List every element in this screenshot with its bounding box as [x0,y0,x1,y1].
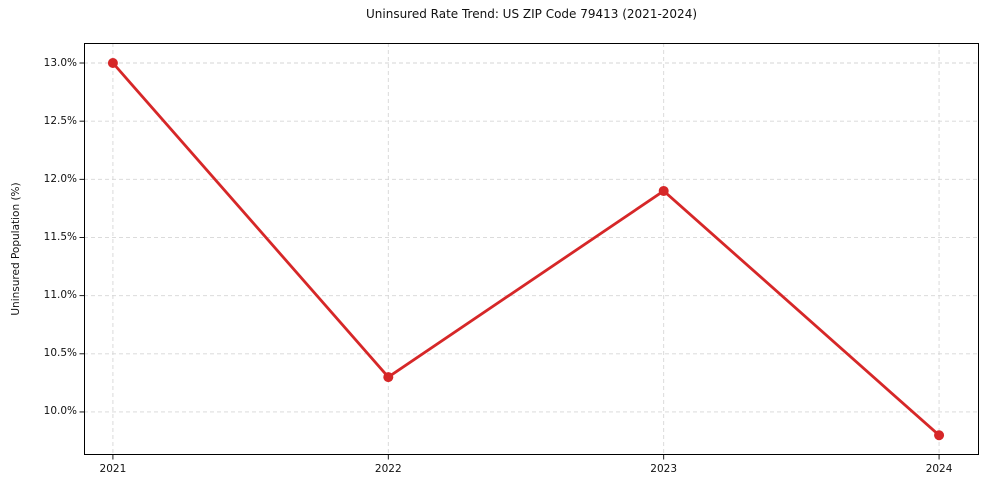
y-tick-label: 12.5% [43,114,77,127]
trend-line [111,61,941,437]
y-tick-label: 12.0% [43,172,77,185]
x-tick-label: 2024 [925,463,953,475]
x-tick-label: 2022 [374,463,402,475]
y-tick-label: 11.5% [43,230,77,243]
y-tick-label: 11.0% [43,289,77,302]
plot-area [79,43,979,460]
data-point-2023 [658,185,669,196]
plot-spines [84,43,979,455]
chart-title: Uninsured Rate Trend: US ZIP Code 79413 … [365,7,698,21]
data-point-2024 [934,430,945,441]
x-tick-label: 2023 [650,463,678,475]
chart-canvas [79,43,979,460]
x-tick-label: 2021 [99,463,127,475]
data-point-2022 [383,372,394,383]
y-tick-label: 13.0% [43,56,77,69]
y-tick-label: 10.0% [43,405,77,418]
data-point-2021 [107,58,118,69]
y-tick-label: 10.5% [43,347,77,360]
